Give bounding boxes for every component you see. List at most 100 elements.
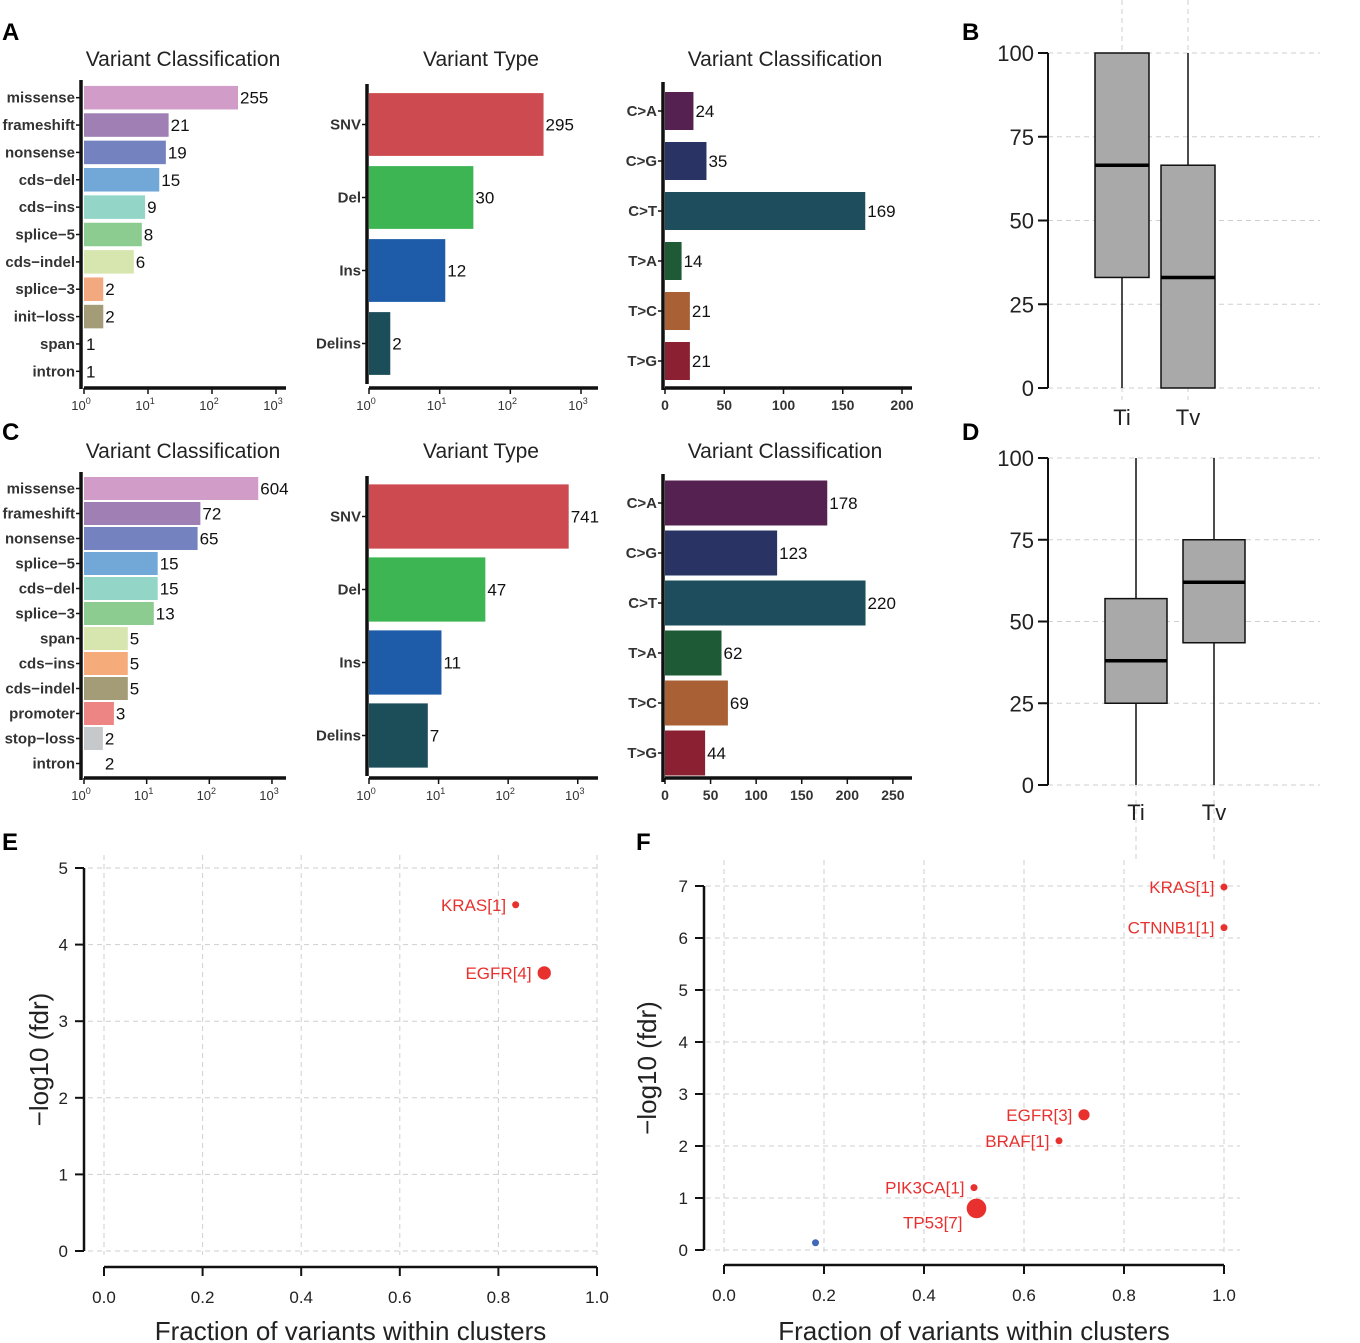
category-label: SNV xyxy=(330,509,361,526)
scatter-point xyxy=(812,1239,819,1247)
category-label: T>C xyxy=(628,695,657,712)
x-tick-label: 0.4 xyxy=(289,1288,313,1307)
bar-T>G xyxy=(665,342,690,380)
category-label: T>C xyxy=(628,303,657,320)
bar-Delins xyxy=(369,703,428,768)
x-tick-label: 103 xyxy=(263,396,282,413)
box-Ti xyxy=(1104,597,1168,704)
category-label: Del xyxy=(338,582,361,599)
x-tick-label: 100 xyxy=(772,397,796,413)
x-tick-label: 103 xyxy=(565,786,584,803)
panel-a-type-chart: Variant Type SNV 295 Del 30 Ins 12 Delins 2 100 10… xyxy=(316,48,598,413)
category-label: cds−ins xyxy=(19,656,75,673)
bar-span xyxy=(84,627,128,650)
x-tick-label: 100 xyxy=(356,396,375,413)
chart-title: Variant Type xyxy=(423,48,539,71)
y-axis-title: −log10 (fdr) xyxy=(632,1001,662,1135)
bar-Delins xyxy=(369,312,391,375)
x-axis-title: Fraction of variants within clusters xyxy=(778,1316,1170,1343)
category-label: nonsense xyxy=(5,144,75,161)
scatter-point xyxy=(1055,1137,1063,1145)
bar-frameshift xyxy=(84,113,169,137)
value-label: 15 xyxy=(160,555,179,574)
category-label: splice−3 xyxy=(15,281,75,298)
category-label: Del xyxy=(338,190,361,207)
category-label: splice−3 xyxy=(15,606,75,623)
panel-a-snv-chart: Variant Classification C>A 24 C>G 35 C>T 169 T>… xyxy=(626,48,914,413)
panel-label-b: B xyxy=(962,19,979,46)
x-tick-label: 250 xyxy=(881,787,905,803)
value-label: 2 xyxy=(105,730,114,749)
bar-missense xyxy=(84,477,259,500)
bar-splice−3 xyxy=(84,602,154,625)
bar-intron xyxy=(84,752,103,775)
panel-label-f: F xyxy=(636,829,651,856)
x-tick-label: 0.2 xyxy=(812,1286,836,1305)
value-label: 123 xyxy=(779,544,807,563)
value-label: 30 xyxy=(475,189,494,208)
bar-promoter xyxy=(84,702,114,725)
bar-splice−3 xyxy=(84,277,104,301)
panel-c-type-chart: Variant Type SNV 741 Del 47 Ins 11 Delins 7 100 10… xyxy=(316,440,599,803)
scatter-point xyxy=(537,966,551,980)
category-label: C>T xyxy=(628,203,657,220)
point-label: PIK3CA[1] xyxy=(885,1179,964,1198)
value-label: 12 xyxy=(447,262,466,281)
value-label: 1 xyxy=(86,362,95,381)
x-tick-label: 0.0 xyxy=(92,1288,116,1307)
y-tick-label: 25 xyxy=(1010,292,1034,317)
value-label: 11 xyxy=(443,654,461,673)
y-tick-label: 50 xyxy=(1010,209,1034,234)
x-tick-label: 0.6 xyxy=(1012,1286,1036,1305)
value-label: 741 xyxy=(571,508,599,527)
category-label: promoter xyxy=(9,706,75,723)
panel-c-snv-chart: Variant Classification C>A 178 C>G 123 C>T 220… xyxy=(626,440,912,803)
chart-title: Variant Classification xyxy=(688,48,883,71)
x-tick-label: 200 xyxy=(890,397,914,413)
bar-T>A xyxy=(665,630,722,676)
x-category-label: Tv xyxy=(1202,800,1226,825)
point-label: BRAF[1] xyxy=(985,1132,1049,1151)
value-label: 21 xyxy=(692,302,711,321)
point-label: KRAS[1] xyxy=(1149,878,1214,897)
scatter-point xyxy=(1078,1109,1090,1121)
value-label: 9 xyxy=(147,198,156,217)
y-tick-label: 25 xyxy=(1010,691,1034,716)
value-label: 2 xyxy=(105,755,114,774)
category-label: splice−5 xyxy=(15,556,75,573)
value-label: 44 xyxy=(707,744,726,763)
category-label: T>G xyxy=(627,745,657,762)
category-label: splice−5 xyxy=(15,227,75,244)
panel-d-boxplot: 0 25 50 75 100 Ti Tv xyxy=(997,446,1320,860)
bar-T>A xyxy=(665,242,682,280)
category-label: stop−loss xyxy=(5,731,75,748)
y-tick-label: 1 xyxy=(679,1189,688,1208)
value-label: 19 xyxy=(168,143,187,162)
bar-cds−indel xyxy=(84,250,134,274)
bar-nonsense xyxy=(84,527,198,550)
value-label: 604 xyxy=(260,480,288,499)
category-label: intron xyxy=(33,756,76,773)
category-label: Delins xyxy=(316,728,361,745)
panel-c-classification-chart: Variant Classification missense 604 framesh… xyxy=(2,440,288,803)
category-label: nonsense xyxy=(5,531,75,548)
bar-T>C xyxy=(665,680,728,726)
point-label: KRAS[1] xyxy=(441,896,506,915)
category-label: intron xyxy=(33,363,76,380)
x-tick-label: 0 xyxy=(661,397,669,413)
category-label: T>G xyxy=(627,353,657,370)
category-label: span xyxy=(40,336,75,353)
category-label: cds−indel xyxy=(5,681,75,698)
value-label: 169 xyxy=(867,202,895,221)
y-tick-label: 75 xyxy=(1010,528,1034,553)
bar-cds−del xyxy=(84,168,160,192)
chart-title: Variant Classification xyxy=(86,440,281,463)
value-label: 178 xyxy=(829,494,857,513)
bar-cds−ins xyxy=(84,195,146,219)
bar-C>T xyxy=(665,580,866,626)
x-category-label: Tv xyxy=(1176,405,1200,430)
point-label: CTNNB1[1] xyxy=(1128,919,1215,938)
category-label: T>A xyxy=(628,253,657,270)
value-label: 2 xyxy=(392,335,401,354)
x-tick-label: 100 xyxy=(744,787,768,803)
